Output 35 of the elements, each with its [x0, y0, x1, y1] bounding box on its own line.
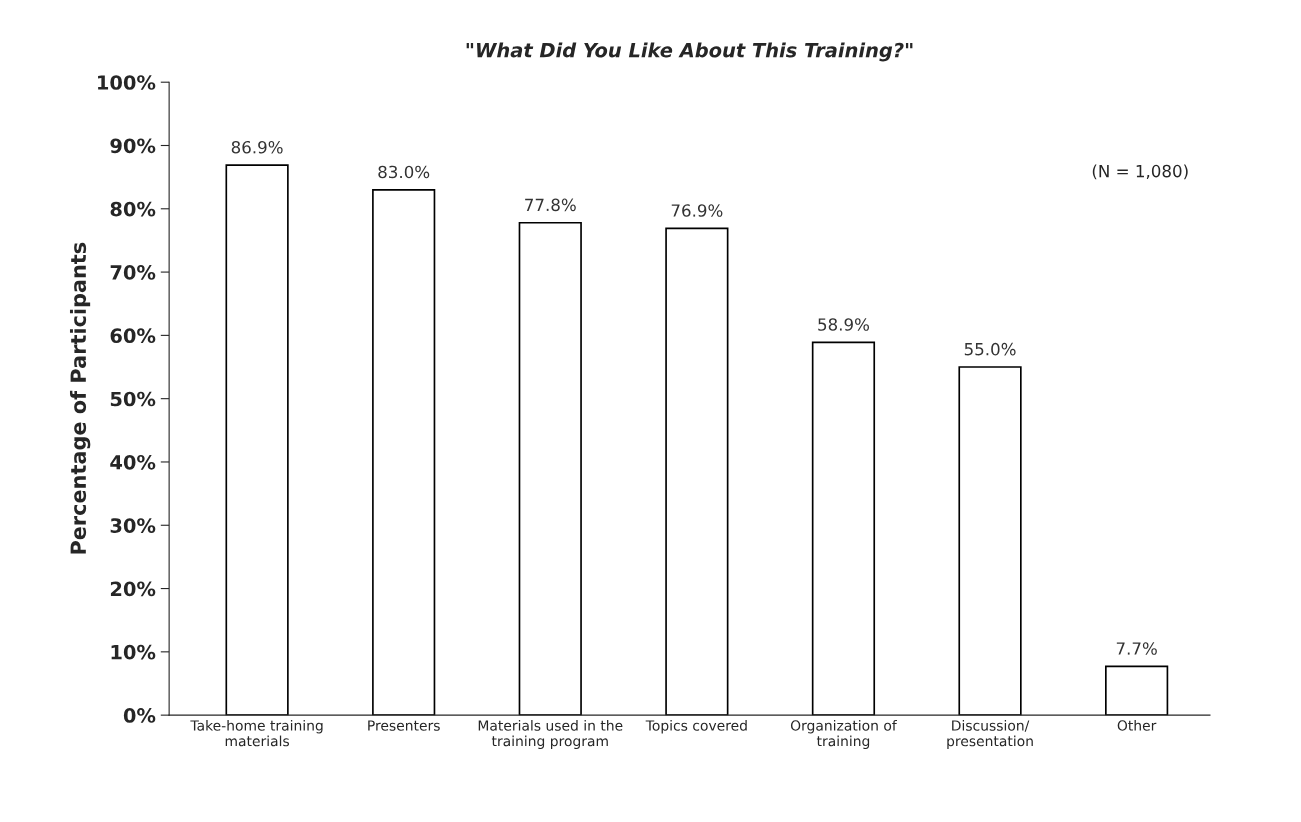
y-tick-label: 80% [110, 201, 156, 217]
x-tick-label: Take-home training materials [190, 720, 323, 747]
y-axis-title: Percentage of Participants [69, 242, 91, 554]
y-tick-label: 100% [98, 75, 156, 90]
x-tick-label: Topics covered [645, 720, 747, 734]
data-label: 7.7% [1116, 642, 1157, 655]
data-label: 55.0% [964, 342, 1016, 356]
bar [811, 341, 876, 716]
y-tick-label: 40% [110, 454, 156, 470]
x-tick-label: Materials used in the training program [478, 720, 623, 749]
bar [958, 366, 1022, 716]
x-tick-label: Presenters [368, 720, 440, 731]
y-tick-label: 90% [110, 138, 156, 154]
y-tick-label: 60% [110, 328, 156, 344]
data-label: 86.9% [231, 140, 283, 154]
x-tick-label: Organization of training [790, 720, 898, 749]
x-tick-label: Discussion/ presentation [947, 720, 1033, 749]
y-tick-label: 0% [123, 708, 156, 723]
annotation: (N = 1,080) [1092, 164, 1188, 180]
data-label: 76.9% [671, 204, 723, 217]
y-tick-label: 50% [110, 391, 156, 407]
chart-title: "What Did You Like About This Training?" [466, 42, 913, 62]
bar [225, 164, 289, 716]
x-tick-label: Other [1117, 720, 1157, 731]
y-tick-label: 70% [110, 265, 156, 280]
y-tick-label: 30% [110, 518, 156, 533]
bar [372, 188, 436, 716]
data-label: 77.8% [525, 198, 576, 212]
bar [1105, 665, 1169, 716]
bar [665, 227, 729, 716]
y-tick-label: 20% [110, 581, 156, 597]
data-label: 83.0% [378, 165, 430, 179]
y-tick-label: 10% [111, 644, 156, 660]
data-label: 58.9% [818, 318, 869, 331]
bar [518, 221, 582, 716]
